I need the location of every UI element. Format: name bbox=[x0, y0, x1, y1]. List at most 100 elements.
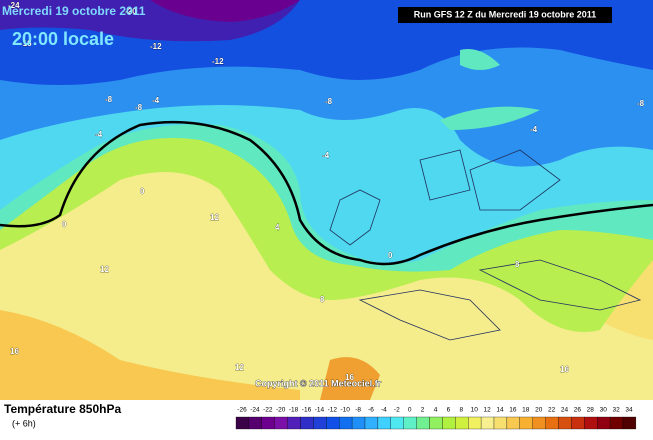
contour-label: -24 bbox=[8, 1, 20, 10]
scale-swatch bbox=[235, 416, 250, 430]
contour-label: -4 bbox=[95, 130, 103, 139]
legend-subtitle: (+ 6h) bbox=[12, 418, 36, 428]
scale-swatch bbox=[597, 416, 611, 430]
contour-label: 8 bbox=[515, 260, 520, 269]
scale-label: -8 bbox=[355, 407, 361, 414]
scale-swatch bbox=[609, 416, 624, 430]
contour-label: 12 bbox=[235, 363, 244, 372]
scale-swatch bbox=[519, 416, 533, 430]
scale-swatch bbox=[403, 416, 417, 430]
scale-swatch bbox=[622, 416, 637, 430]
scale-label: 22 bbox=[548, 407, 556, 414]
contour-label: -4 bbox=[152, 96, 160, 105]
scale-label: -24 bbox=[250, 407, 260, 414]
scale-swatch bbox=[442, 416, 456, 430]
color-scale: -26 -24 -22 -20 -18 -16 -14 -12 -10 -8 -6 -4 -2 0 2 4 6 8… bbox=[235, 407, 637, 430]
contour-label: -8 bbox=[135, 103, 143, 112]
contour-label: -8 bbox=[637, 99, 645, 108]
scale-swatch bbox=[493, 416, 508, 430]
contour-label: -16 bbox=[20, 39, 32, 48]
scale-swatch bbox=[364, 416, 379, 430]
scale-swatch bbox=[248, 416, 262, 430]
scale-label: 12 bbox=[483, 407, 491, 414]
contour-label: 0 bbox=[62, 220, 67, 229]
scale-label: 6 bbox=[447, 407, 451, 414]
scale-label: 8 bbox=[459, 407, 463, 414]
scale-label: 30 bbox=[600, 407, 608, 414]
scale-label: -26 bbox=[237, 407, 247, 414]
contour-label: 0 bbox=[388, 251, 393, 260]
scale-swatch bbox=[351, 416, 366, 430]
scale-label: 32 bbox=[612, 407, 620, 414]
coastlines bbox=[329, 149, 642, 341]
scale-swatch bbox=[287, 416, 301, 430]
contour-label: 4 bbox=[275, 223, 280, 232]
contour-label: -8 bbox=[325, 97, 333, 106]
contour-label: -4 bbox=[530, 125, 538, 134]
scale-label: -6 bbox=[368, 407, 374, 414]
scale-label: -2 bbox=[394, 407, 400, 414]
scale-swatch bbox=[558, 416, 572, 430]
scale-swatch bbox=[429, 416, 443, 430]
scale-label: -16 bbox=[302, 407, 312, 414]
scale-label: 26 bbox=[574, 407, 582, 414]
scale-label: -12 bbox=[328, 407, 338, 414]
scale-swatch bbox=[416, 416, 430, 430]
coldest-zone bbox=[150, 0, 300, 22]
mild-patches bbox=[440, 49, 540, 130]
contour-label: 0 bbox=[140, 187, 145, 196]
scale-label: 18 bbox=[522, 407, 530, 414]
scale-swatch bbox=[584, 416, 598, 430]
orange-zone bbox=[0, 310, 300, 400]
scale-swatch bbox=[390, 416, 404, 430]
scale-swatch bbox=[571, 416, 585, 430]
scale-label: 2 bbox=[421, 407, 425, 414]
scale-label: 28 bbox=[587, 407, 595, 414]
map: -24 -20 -16 -12 -12 -8 -8 -4 -4 -8 -4 0 0 0 4 8 12 12 8 12 1… bbox=[0, 0, 653, 400]
contour-label: -8 bbox=[105, 95, 113, 104]
scale-swatch bbox=[506, 416, 520, 430]
scale-swatch bbox=[339, 416, 353, 430]
contour-label: -12 bbox=[212, 57, 224, 66]
contour-label: -4 bbox=[322, 151, 330, 160]
scale-swatch bbox=[480, 416, 495, 430]
scale-label: 14 bbox=[496, 407, 504, 414]
scale-swatch bbox=[313, 416, 327, 430]
contour-label: 16 bbox=[345, 373, 354, 382]
scale-label: -20 bbox=[276, 407, 286, 414]
scale-swatch bbox=[274, 416, 288, 430]
scale-label: 10 bbox=[471, 407, 479, 414]
scale-label: 4 bbox=[434, 407, 438, 414]
legend-title: Température 850hPa bbox=[4, 402, 121, 416]
run-box bbox=[398, 7, 612, 23]
scale-label: -10 bbox=[340, 407, 350, 414]
date-label: Mercredi 19 octobre 2011 bbox=[2, 4, 146, 18]
scale-swatch bbox=[261, 416, 275, 430]
contour-labels: -24 -20 -16 -12 -12 -8 -8 -4 -4 -8 -4 0 0 0 4 8 12 12 8 12 1… bbox=[8, 1, 645, 382]
scale-swatch bbox=[468, 416, 482, 430]
contour-label: 8 bbox=[320, 295, 325, 304]
zero-isotherm bbox=[0, 120, 653, 266]
scale-swatch bbox=[300, 416, 314, 430]
run-label: Run GFS 12 Z du Mercredi 19 octobre 2011 bbox=[414, 9, 597, 19]
scale-label: 34 bbox=[625, 407, 633, 414]
copyright: Copyright © 2011 Meteociel.fr bbox=[255, 378, 382, 388]
contour-label: -20 bbox=[125, 7, 137, 16]
scale-swatch bbox=[455, 416, 469, 430]
time-label: 20:00 locale bbox=[12, 29, 114, 49]
scale-swatch bbox=[377, 416, 391, 430]
scale-label: -4 bbox=[381, 407, 387, 414]
scale-label: -14 bbox=[315, 407, 325, 414]
scale-label: -22 bbox=[263, 407, 273, 414]
contour-label: 16 bbox=[10, 347, 19, 356]
orange-patch bbox=[320, 357, 380, 400]
contour-label: -12 bbox=[150, 42, 162, 51]
scale-label: 0 bbox=[408, 407, 412, 414]
scale-label: 24 bbox=[561, 407, 569, 414]
scale-label: -18 bbox=[289, 407, 299, 414]
contour-label: 12 bbox=[210, 213, 219, 222]
scale-label: 16 bbox=[509, 407, 517, 414]
contour-label: 12 bbox=[100, 265, 109, 274]
scale-swatch bbox=[532, 416, 546, 430]
